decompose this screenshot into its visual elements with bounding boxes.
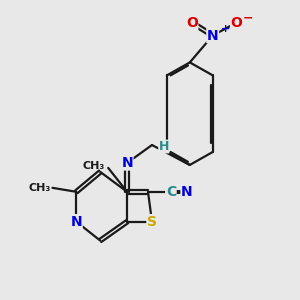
Text: CH₃: CH₃ xyxy=(29,183,51,193)
Text: O: O xyxy=(231,16,242,30)
Text: N: N xyxy=(207,28,218,43)
Text: −: − xyxy=(243,11,254,24)
Text: +: + xyxy=(220,24,230,34)
Text: N: N xyxy=(121,156,133,170)
Text: C: C xyxy=(166,185,176,199)
Text: H: H xyxy=(159,140,169,153)
Text: N: N xyxy=(181,185,193,199)
Text: CH₃: CH₃ xyxy=(82,161,105,171)
Text: N: N xyxy=(70,215,82,229)
Text: O: O xyxy=(186,16,198,30)
Text: S: S xyxy=(147,215,157,229)
